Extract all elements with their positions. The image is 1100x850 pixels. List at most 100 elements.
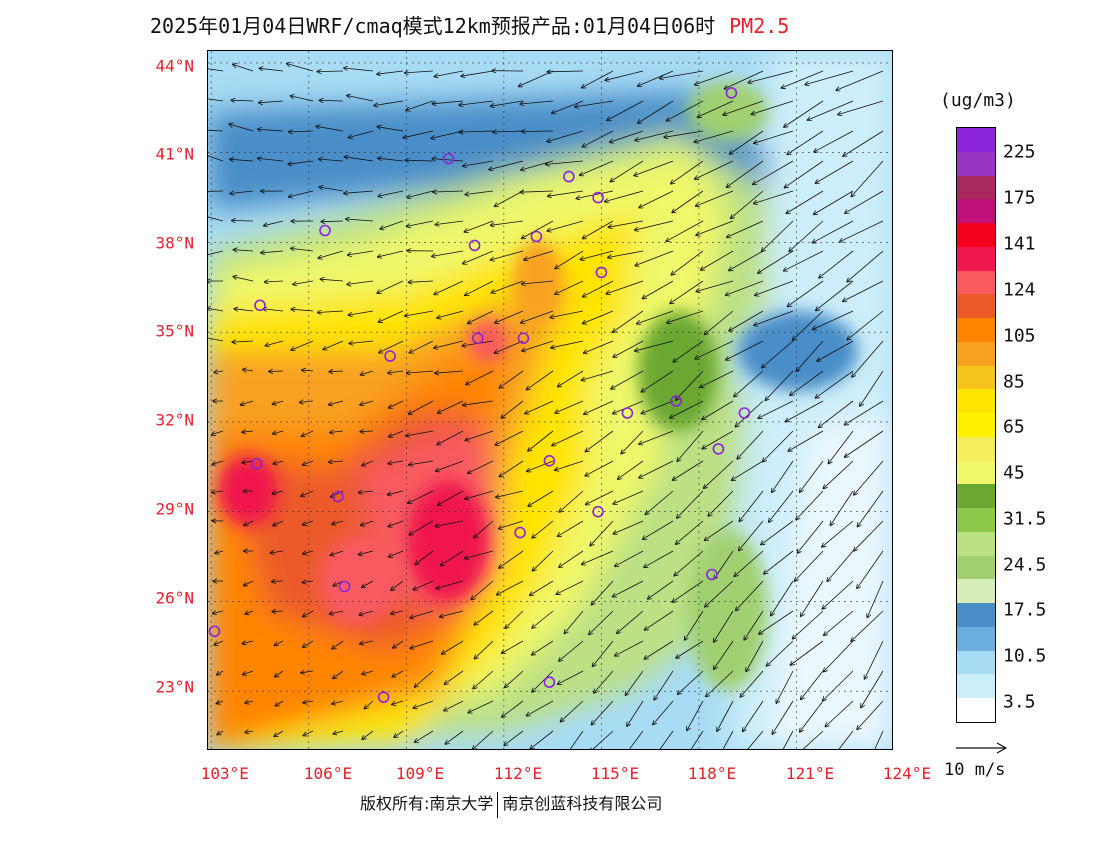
wind-arrow xyxy=(847,310,884,340)
wind-arrow xyxy=(851,610,884,641)
wind-arrow xyxy=(626,730,644,749)
wind-arrow xyxy=(491,220,524,225)
wind-arrow xyxy=(389,430,404,437)
colorbar-label-10-5: 10.5 xyxy=(1003,645,1047,667)
wind-arrow xyxy=(274,730,284,736)
wind-arrow xyxy=(528,430,554,451)
wind-arrow xyxy=(670,400,704,418)
city-marker xyxy=(712,443,725,455)
wind-arrow xyxy=(264,220,284,226)
wind-arrow xyxy=(468,460,494,473)
wind-arrow xyxy=(434,340,464,348)
wind-arrow xyxy=(672,580,704,602)
colorbar-label-65: 65 xyxy=(1003,416,1025,438)
wind-arrow xyxy=(723,100,764,115)
wind-arrow xyxy=(378,250,404,257)
wind-arrow xyxy=(349,130,374,138)
wind-arrow xyxy=(406,100,434,110)
wind-arrow xyxy=(678,670,704,694)
wind-arrow xyxy=(345,157,374,162)
wind-arrow xyxy=(532,610,554,628)
lat-label-38: 38°N xyxy=(155,233,194,253)
map-canvas xyxy=(208,51,892,749)
wind-arrow xyxy=(725,70,764,89)
wind-arrow xyxy=(321,221,344,222)
wind-arrow xyxy=(409,460,434,465)
wind-arrow xyxy=(405,310,434,316)
wind-arrow xyxy=(230,159,254,161)
wind-arrow xyxy=(208,190,224,192)
wind-arrow xyxy=(217,701,224,704)
wind-arrow xyxy=(854,460,884,495)
wind-arrow xyxy=(548,190,584,196)
wind-arrow xyxy=(591,580,614,605)
wind-arrow xyxy=(500,460,524,477)
wind-arrow xyxy=(525,400,554,414)
wind-arrow xyxy=(502,640,524,653)
wind-arrow xyxy=(605,70,644,80)
colorbar-segment xyxy=(957,555,995,580)
wind-arrow xyxy=(374,100,404,106)
wind-arrow xyxy=(215,551,224,553)
wind-arrow xyxy=(499,520,524,529)
wind-arrow xyxy=(346,219,374,221)
wind-arrow xyxy=(618,460,644,479)
wind-arrow xyxy=(786,400,824,422)
wind-arrow xyxy=(532,670,554,692)
wind-arrow xyxy=(378,310,404,322)
wind-arrow xyxy=(243,370,254,372)
wind-arrow xyxy=(784,250,824,271)
wind-arrow xyxy=(269,371,284,372)
wind-arrow xyxy=(360,431,374,432)
wind-arrow xyxy=(582,550,614,564)
wind-arrow xyxy=(559,640,584,661)
wind-arrow xyxy=(530,730,554,749)
wind-arrow xyxy=(635,340,674,351)
wind-arrow xyxy=(388,371,404,373)
wind-arrow xyxy=(653,700,674,725)
wind-arrow xyxy=(827,550,854,581)
wind-arrow xyxy=(580,160,614,175)
wind-arrow xyxy=(552,100,584,113)
wind-arrow xyxy=(212,430,224,435)
wind-arrow xyxy=(405,71,434,73)
colorbar-label-31-5: 31.5 xyxy=(1003,508,1047,530)
wind-arrow xyxy=(606,280,644,294)
wind-arrow xyxy=(242,431,254,432)
wind-arrow xyxy=(561,700,584,722)
wind-arrow xyxy=(608,250,644,258)
wind-arrow xyxy=(333,731,344,734)
wind-arrow xyxy=(413,580,434,590)
wind-arrow xyxy=(635,130,674,140)
wind-arrow xyxy=(828,430,854,464)
colorbar-segment xyxy=(957,128,995,152)
wind-arrow xyxy=(847,250,884,282)
wind-arrow xyxy=(589,610,614,634)
wind-arrow xyxy=(361,370,374,375)
map-title: 2025年01月04日WRF/cmaq模式12km预报产品:01月04日06时 P… xyxy=(150,10,950,40)
wind-arrow xyxy=(442,640,464,654)
wind-arrow xyxy=(432,250,464,256)
wind-arrow xyxy=(583,220,614,239)
wind-arrow xyxy=(666,220,704,241)
wind-arrow xyxy=(360,640,374,644)
wind-arrow xyxy=(474,610,494,625)
city-marker xyxy=(706,568,718,581)
city-marker xyxy=(543,676,556,689)
wind-arrow xyxy=(852,340,884,377)
wind-arrow xyxy=(349,310,374,315)
wind-arrow xyxy=(241,400,254,405)
wind-arrow xyxy=(648,580,674,599)
wind-arrow xyxy=(641,370,674,392)
wind-reference-arrow xyxy=(956,742,1008,754)
wind-arrow xyxy=(643,280,674,299)
wind-arrow xyxy=(320,279,344,281)
wind-arrow xyxy=(344,68,374,72)
colorbar-segment xyxy=(957,413,995,437)
colorbar-segment xyxy=(957,698,995,722)
colorbar-label-17-5: 17.5 xyxy=(1003,599,1047,621)
colorbar-segment xyxy=(957,674,995,698)
wind-arrow xyxy=(797,520,824,553)
wind-arrow xyxy=(584,400,614,414)
lon-label-118: 118°E xyxy=(687,764,737,783)
